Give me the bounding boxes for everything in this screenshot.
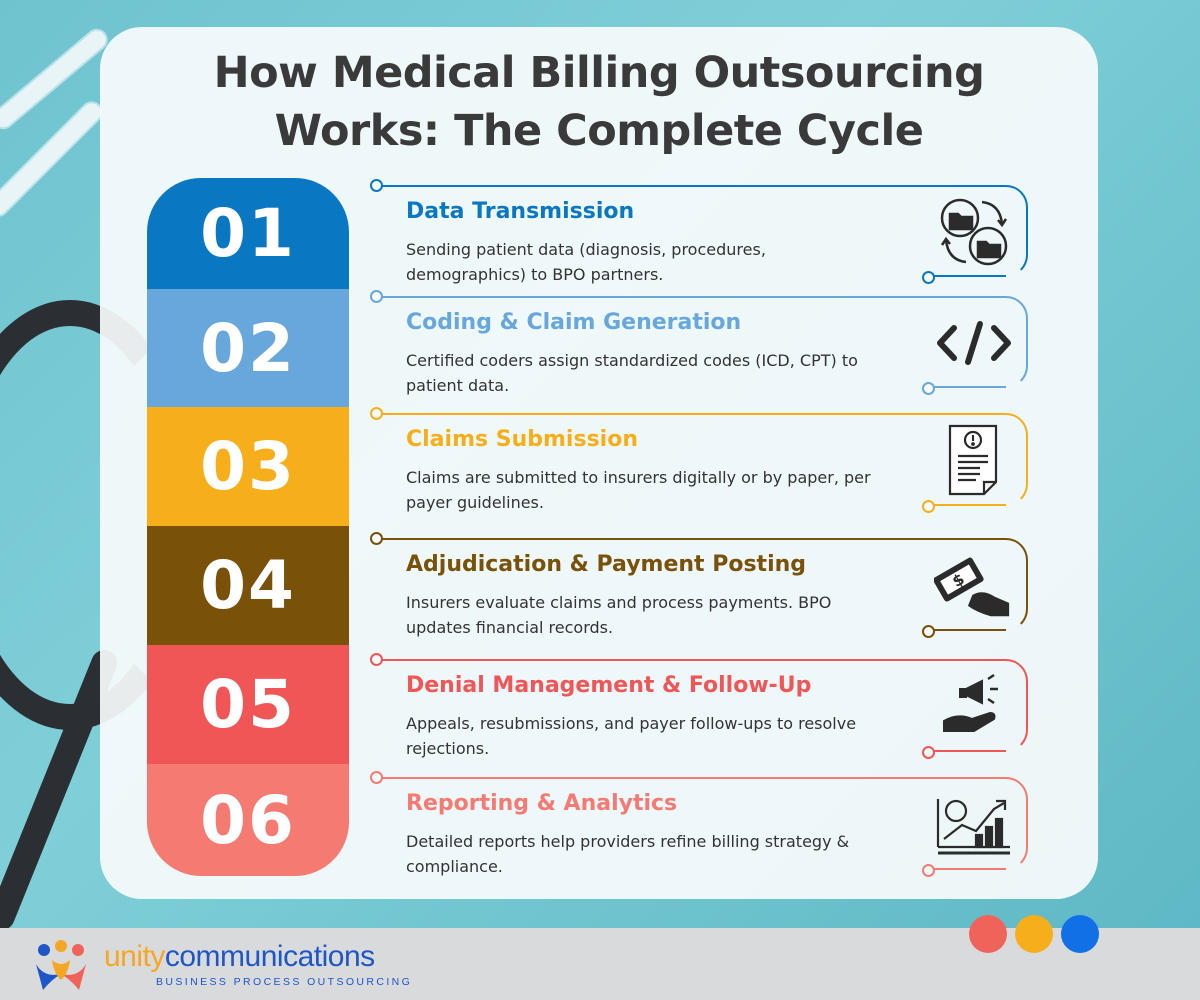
connector-dot [922, 382, 935, 395]
connector-dot [370, 179, 383, 192]
step-card-02: Coding & Claim Generation Certified code… [370, 290, 1028, 395]
step-number-column: 01 02 03 04 05 06 [147, 178, 349, 876]
decor-dot-blue [1061, 915, 1099, 953]
step-frame [376, 777, 1028, 870]
step-frame [376, 185, 1028, 277]
brand-unity: unity [104, 940, 165, 973]
step-description: Detailed reports help providers refine b… [406, 832, 850, 876]
brand-name: unitycommunications [104, 940, 375, 974]
step-card-04: Adjudication & Payment Posting Insurers … [370, 532, 1028, 638]
folder-transfer-icon [934, 197, 1014, 267]
step-frame-bottom [928, 750, 1006, 752]
step-number-01: 01 [147, 178, 349, 289]
connector-dot [370, 771, 383, 784]
brand-communications: communications [164, 940, 375, 973]
step-description: Appeals, resubmissions, and payer follow… [406, 714, 857, 758]
code-icon [934, 308, 1014, 378]
brand-tagline: BUSINESS PROCESS OUTSOURCING [156, 976, 413, 988]
document-alert-icon [934, 424, 1014, 496]
step-frame [376, 538, 1028, 631]
connector-dot [922, 271, 935, 284]
analytics-chart-icon [934, 789, 1014, 859]
step-title: Data Transmission [406, 199, 635, 224]
step-title: Claims Submission [406, 427, 638, 452]
step-number-03: 03 [147, 407, 349, 526]
connector-dot [370, 407, 383, 420]
money-hand-icon: $ [934, 550, 1014, 620]
step-number-06: 06 [147, 764, 349, 876]
step-description: Insurers evaluate claims and process pay… [406, 593, 832, 637]
step-frame [376, 296, 1028, 388]
step-frame-bottom [928, 629, 1006, 631]
step-number-05: 05 [147, 645, 349, 764]
step-frame [376, 659, 1028, 752]
step-title: Reporting & Analytics [406, 791, 678, 816]
step-card-03: Claims Submission Claims are submitted t… [370, 407, 1028, 513]
connector-dot [370, 290, 383, 303]
title-line-1: How Medical Billing Outsourcing [213, 48, 985, 98]
step-card-01: Data Transmission Sending patient data (… [370, 179, 1028, 284]
step-card-05: Denial Management & Follow-Up Appeals, r… [370, 653, 1028, 759]
connector-dot [922, 625, 935, 638]
connector-dot [922, 864, 935, 877]
step-description: Sending patient data (diagnosis, procedu… [406, 240, 766, 284]
megaphone-hand-icon [934, 671, 1014, 741]
connector-dot [922, 500, 935, 513]
title-line-2: Works: The Complete Cycle [274, 106, 924, 156]
unity-logo-icon [30, 938, 92, 990]
step-description: Claims are submitted to insurers digital… [406, 468, 871, 512]
step-title: Denial Management & Follow-Up [406, 673, 812, 698]
step-card-06: Reporting & Analytics Detailed reports h… [370, 771, 1028, 877]
step-frame-bottom [928, 386, 1006, 388]
step-number-04: 04 [147, 526, 349, 645]
connector-dot [370, 532, 383, 545]
step-title: Coding & Claim Generation [406, 310, 742, 335]
decor-dot-red [969, 915, 1007, 953]
step-frame-bottom [928, 868, 1006, 870]
step-frame-bottom [928, 504, 1006, 506]
step-number-02: 02 [147, 289, 349, 407]
page-title: How Medical Billing Outsourcing Works: T… [100, 44, 1098, 160]
decor-dot-yellow [1015, 915, 1053, 953]
step-title: Adjudication & Payment Posting [406, 552, 807, 577]
step-frame [376, 413, 1028, 506]
step-description: Certified coders assign standardized cod… [406, 351, 858, 395]
step-frame-bottom [928, 275, 1006, 277]
connector-dot [370, 653, 383, 666]
connector-dot [922, 746, 935, 759]
